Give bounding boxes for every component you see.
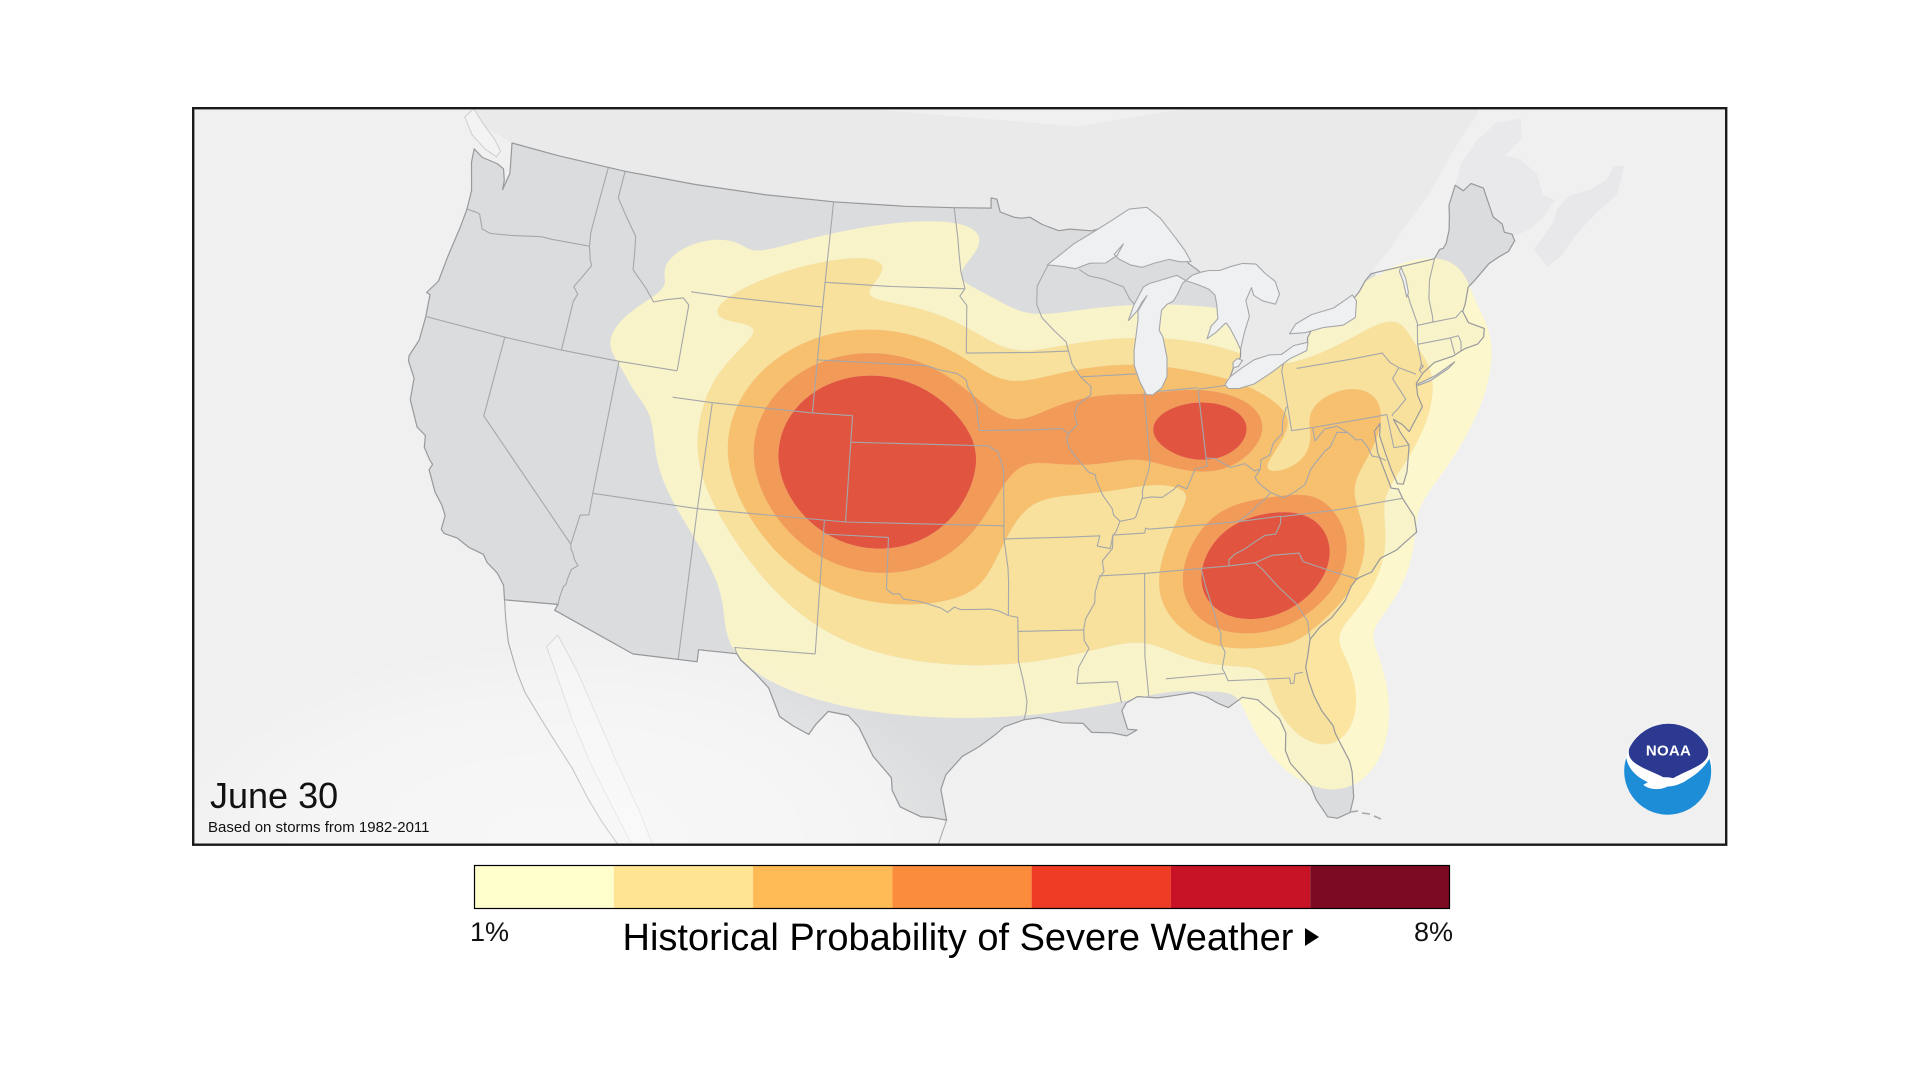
svg-text:June 30: June 30: [210, 775, 338, 816]
svg-text:Historical Probability of Seve: Historical Probability of Severe Weather: [623, 917, 1294, 959]
svg-text:8%: 8%: [1414, 917, 1453, 947]
svg-text:NOAA: NOAA: [1646, 742, 1691, 759]
svg-text:Based on storms from 1982-2011: Based on storms from 1982-2011: [208, 819, 430, 836]
svg-text:1%: 1%: [470, 917, 509, 947]
